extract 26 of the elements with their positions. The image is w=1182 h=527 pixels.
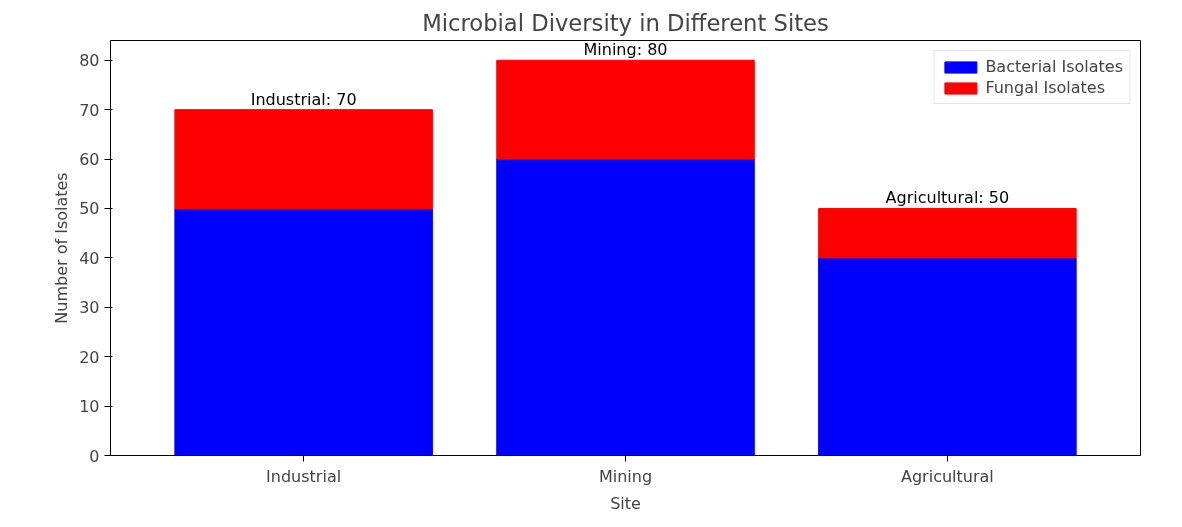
y-tick-label: 80	[79, 51, 100, 71]
x-tick-label: Agricultural	[901, 466, 994, 486]
bar	[174, 109, 433, 209]
bar	[818, 257, 1077, 456]
y-tick-label: 50	[79, 199, 100, 219]
bar	[496, 158, 755, 456]
bar	[496, 59, 755, 160]
x-tick-label: Industrial	[266, 466, 342, 486]
y-tick-label: 20	[79, 347, 100, 367]
total-label: Mining: 80	[583, 40, 668, 60]
y-axis-title: Number of Isolates	[52, 172, 72, 324]
y-tick-label: 30	[79, 298, 100, 318]
legend-label: Bacterial Isolates	[985, 57, 1123, 76]
x-tick-label: Mining	[598, 466, 653, 486]
chart-title: Microbial Diversity in Different Sites	[422, 9, 829, 36]
bar	[818, 207, 1077, 259]
x-axis-title: Site	[610, 493, 641, 513]
bar	[174, 207, 433, 456]
legend-label: Fungal Isolates	[985, 78, 1106, 97]
y-tick-label: 40	[79, 248, 100, 268]
y-tick-label: 60	[79, 150, 100, 170]
y-tick-label: 0	[89, 446, 100, 466]
y-tick-label: 10	[79, 397, 100, 417]
total-label: Industrial: 70	[250, 89, 357, 109]
y-tick-label: 70	[79, 100, 100, 120]
total-label: Agricultural: 50	[885, 188, 1010, 208]
